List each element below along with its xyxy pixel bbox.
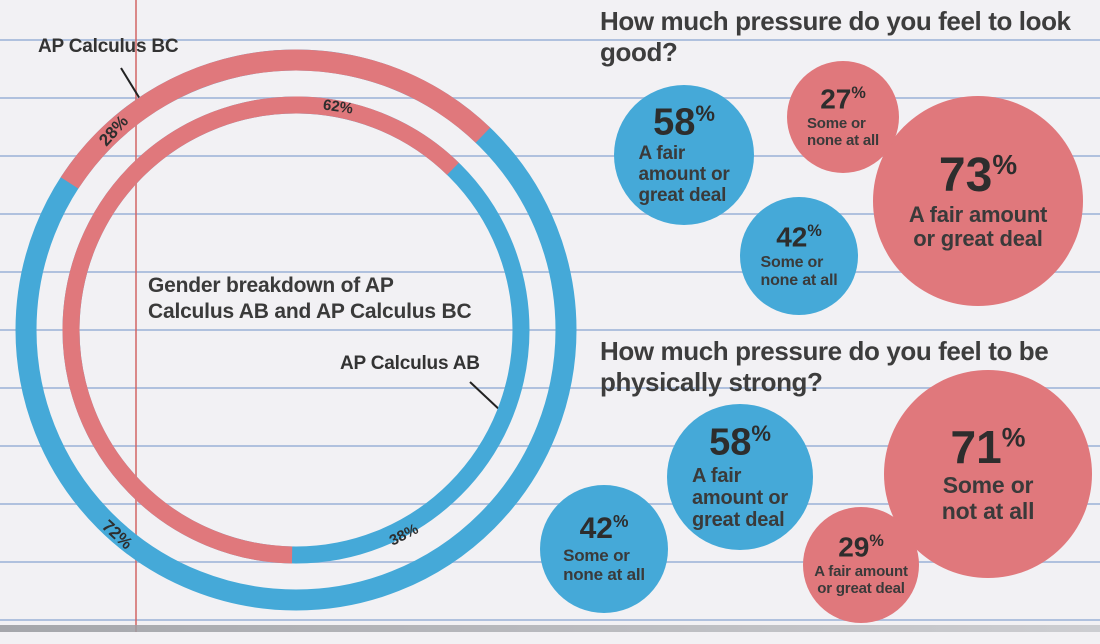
heading-look-good: How much pressure do you feel to look go… <box>600 6 1071 67</box>
leader-line-ab <box>469 381 503 413</box>
bubble-label: A fair amount or great deal <box>692 464 788 531</box>
red-margin-line <box>135 0 137 632</box>
ring-label-bc: AP Calculus BC <box>38 36 179 57</box>
bubble-look-good-58: 58% A fair amount or great deal <box>614 85 754 225</box>
donut-chart: AP Calculus BC AP Calculus AB 28% 72% 62… <box>15 36 577 611</box>
bubble-percent: 58% <box>709 421 771 464</box>
bubble-look-good-42: 42% Some or none at all <box>740 197 858 315</box>
bubble-label: Some or none at all <box>563 546 645 584</box>
bubble-strong-29: 29% A fair amount or great deal <box>803 507 919 623</box>
paper-bottom-edge <box>0 625 1100 632</box>
bubble-look-good-73: 73% A fair amount or great deal <box>873 96 1083 306</box>
donut-title: Gender breakdown of AP Calculus AB and A… <box>148 274 472 323</box>
bubble-label: Some or none at all <box>760 254 838 289</box>
ring-inner-pink-segment <box>62 96 530 564</box>
donut-svg <box>15 49 577 611</box>
ring-outer-pink-segment <box>15 49 577 611</box>
bubble-percent: 42% <box>579 511 629 546</box>
bubble-strong-71: 71% Some or not at all <box>884 370 1092 578</box>
bubble-label: Some or not at all <box>941 472 1035 524</box>
bubble-label: A fair amount or great deal <box>638 143 730 207</box>
bubble-percent: 29% <box>838 531 884 563</box>
bubble-percent: 71% <box>950 421 1026 474</box>
bubble-percent: 27% <box>820 83 866 115</box>
bubble-look-good-27: 27% Some or none at all <box>787 61 899 173</box>
bubble-label: A fair amount or great deal <box>908 201 1048 251</box>
leader-line-bc <box>120 67 141 100</box>
bubble-strong-42: 42% Some or none at all <box>540 485 668 613</box>
heading-physically-strong: How much pressure do you feel to be phys… <box>600 336 1049 397</box>
bubble-percent: 58% <box>653 100 715 144</box>
bubble-label: Some or none at all <box>807 115 879 149</box>
bubble-percent: 42% <box>776 221 822 253</box>
bubble-percent: 73% <box>938 148 1018 202</box>
bubble-label: A fair amount or great deal <box>814 563 908 597</box>
ring-label-ab: AP Calculus AB <box>340 353 480 374</box>
bubble-strong-58: 58% A fair amount or great deal <box>667 404 813 550</box>
